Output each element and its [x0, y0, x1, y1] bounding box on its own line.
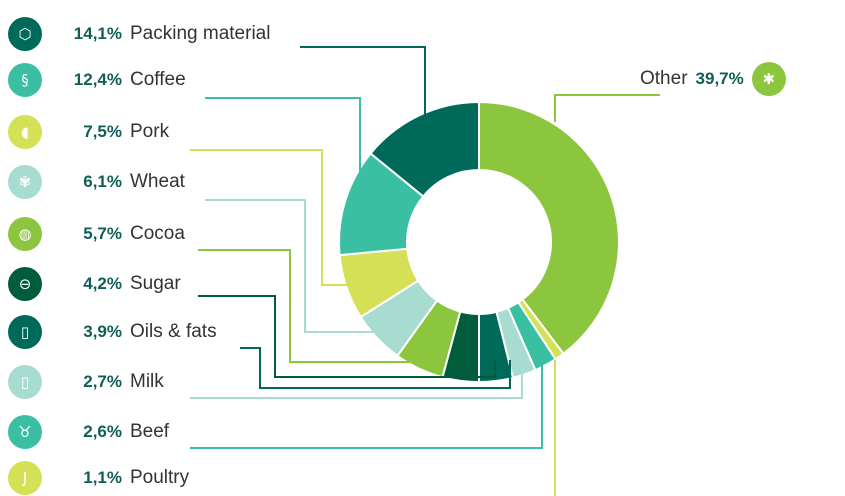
legend-row-other: Other 39,7% ✱: [640, 62, 786, 96]
legend-name: Poultry: [130, 467, 190, 488]
legend-name: Pork: [130, 121, 170, 142]
leader-cocoa: [198, 249, 440, 363]
legend-row-poultry: J 1,1% Poultry: [8, 460, 189, 496]
legend-row-sugar: ⊖ 4,2% Sugar: [8, 266, 181, 302]
leader-milk: [190, 370, 523, 399]
leader-beef: [190, 360, 543, 449]
legend-name: Packing material: [130, 23, 271, 44]
leader-other: [554, 94, 660, 122]
legend-name: Coffee: [130, 69, 186, 90]
legend-pct: 39,7%: [695, 69, 744, 88]
cocoa-pod-icon: ◍: [8, 217, 42, 251]
legend-name: Wheat: [130, 171, 185, 192]
asterisk-icon: ✱: [751, 62, 786, 96]
legend-row-cocoa: ◍ 5,7% Cocoa: [8, 216, 185, 252]
oil-bottle-icon: ▯: [8, 315, 42, 349]
legend-row-beef: ♉ 2,6% Beef: [8, 414, 169, 450]
wheat-icon: ✾: [8, 165, 42, 199]
pig-icon: ◖: [8, 115, 42, 149]
legend-pct: 2,6%: [83, 422, 122, 441]
legend-pct: 6,1%: [83, 172, 122, 191]
legend-row-milk: ▯ 2,7% Milk: [8, 364, 164, 400]
legend-name: Cocoa: [130, 223, 185, 244]
leader-oils-fats: [240, 347, 511, 389]
legend-name: Oils & fats: [130, 321, 217, 342]
legend-pct: 14,1%: [73, 24, 122, 43]
leader-coffee: [205, 97, 361, 180]
legend-row-wheat: ✾ 6,1% Wheat: [8, 164, 185, 200]
sugar-icon: ⊖: [8, 267, 42, 301]
legend-pct: 12,4%: [73, 70, 122, 89]
milk-bottle-icon: ▯: [8, 365, 42, 399]
legend-pct: 3,9%: [83, 322, 122, 341]
legend-name: Beef: [130, 421, 170, 442]
leader-packing-material: [300, 46, 426, 165]
legend-pct: 2,7%: [83, 372, 122, 391]
leader-wheat: [205, 199, 395, 333]
donut-slices: [338, 100, 620, 384]
box-icon: ⬡: [8, 17, 42, 51]
legend-row-coffee: § 12,4% Coffee: [8, 62, 186, 98]
cow-icon: ♉: [8, 415, 42, 449]
drumstick-icon: J: [8, 461, 42, 495]
legend-name: Sugar: [130, 273, 181, 294]
coffee-bean-icon: §: [8, 63, 42, 97]
legend-pct: 4,2%: [83, 274, 122, 293]
legend-pct: 5,7%: [83, 224, 122, 243]
slice-other: [478, 100, 620, 356]
leader-pork: [190, 149, 380, 286]
leader-sugar: [198, 295, 496, 378]
legend-name: Milk: [130, 371, 164, 392]
leader-lines: [190, 46, 660, 496]
legend-pct: 1,1%: [83, 468, 122, 487]
legend-pct: 7,5%: [83, 122, 122, 141]
legend-row-packing-material: ⬡ 14,1% Packing material: [8, 16, 270, 52]
legend-name: Other: [640, 68, 688, 89]
legend-row-oils-fats: ▯ 3,9% Oils & fats: [8, 314, 217, 350]
legend-row-pork: ◖ 7,5% Pork: [8, 114, 169, 150]
